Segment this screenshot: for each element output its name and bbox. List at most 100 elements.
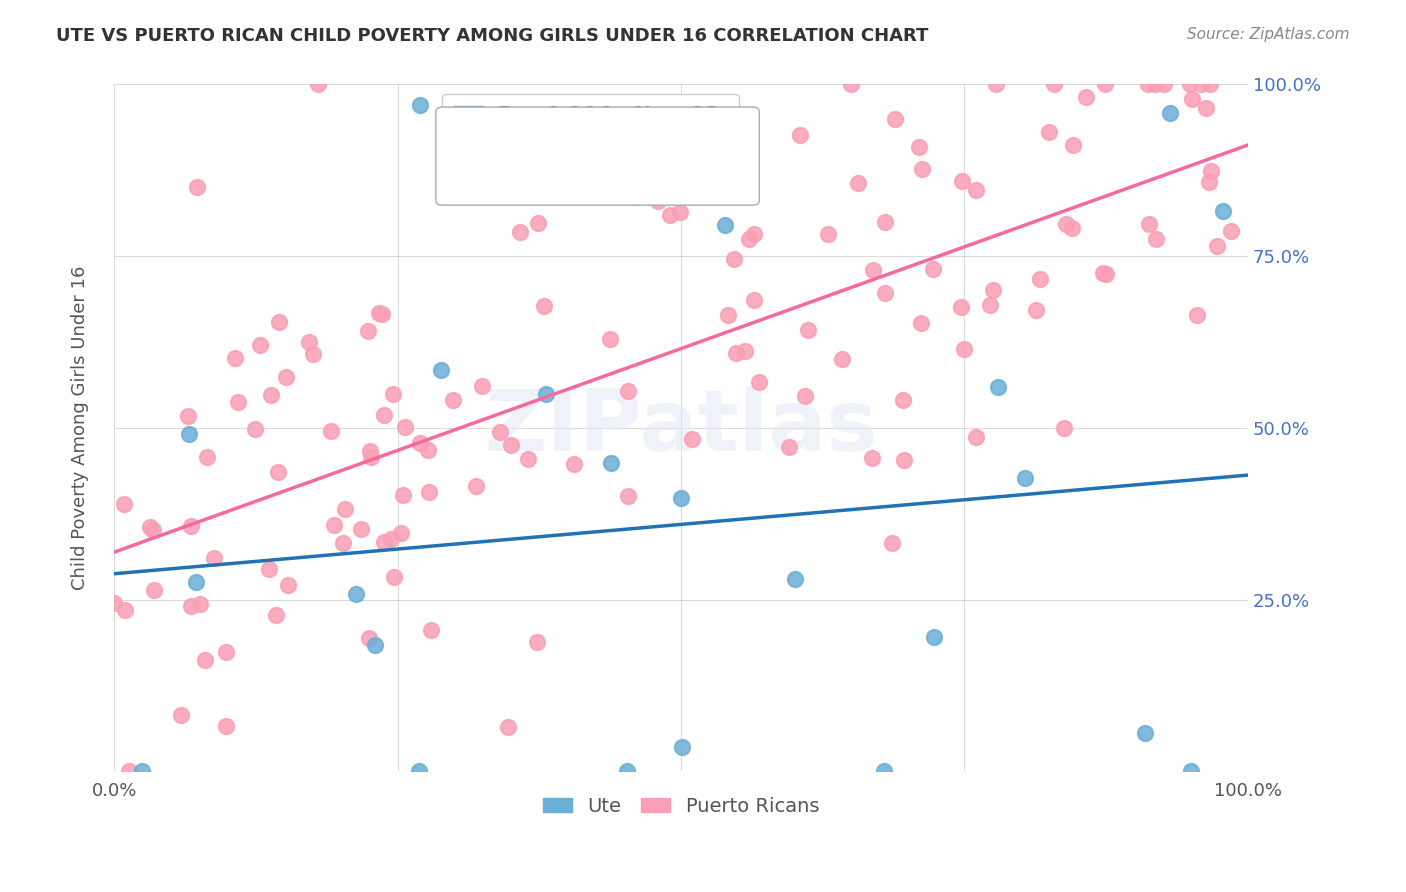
Text: ZIPatlas: ZIPatlas xyxy=(484,386,877,469)
Point xyxy=(924,630,946,644)
Point xyxy=(215,719,238,733)
Point xyxy=(1144,232,1167,246)
Point xyxy=(298,335,321,350)
Point xyxy=(839,78,862,92)
Point xyxy=(143,582,166,597)
Y-axis label: Child Poverty Among Girls Under 16: Child Poverty Among Girls Under 16 xyxy=(72,266,89,591)
Point xyxy=(681,432,703,446)
Point xyxy=(266,608,288,623)
Point xyxy=(734,343,756,358)
Point xyxy=(118,764,141,779)
Point xyxy=(277,577,299,591)
Point xyxy=(1189,78,1212,92)
Point xyxy=(533,299,555,313)
Point xyxy=(534,387,557,401)
Point xyxy=(371,307,394,321)
Point xyxy=(1062,138,1084,153)
Point xyxy=(1029,272,1052,286)
Point xyxy=(418,484,440,499)
Point xyxy=(884,112,907,126)
Point xyxy=(1092,266,1115,280)
Point xyxy=(965,182,987,196)
Point xyxy=(131,764,153,779)
Point xyxy=(471,378,494,392)
Point xyxy=(215,645,238,659)
Point xyxy=(778,440,800,454)
Point xyxy=(408,764,430,779)
Point xyxy=(496,720,519,734)
Point xyxy=(983,283,1005,297)
Point xyxy=(408,435,430,450)
Point xyxy=(1187,308,1209,322)
Point xyxy=(382,570,405,584)
Point xyxy=(177,426,200,441)
Point xyxy=(723,252,745,266)
Point xyxy=(1180,764,1202,779)
Point xyxy=(1198,175,1220,189)
Point xyxy=(1205,239,1227,253)
Point xyxy=(891,392,914,407)
Point xyxy=(987,380,1010,394)
Point xyxy=(103,596,125,610)
Point xyxy=(789,128,811,143)
Point xyxy=(389,525,412,540)
Point xyxy=(350,522,373,536)
Point xyxy=(307,78,329,92)
Point xyxy=(1199,164,1222,178)
Point xyxy=(1137,78,1160,92)
Point xyxy=(562,457,585,471)
Point xyxy=(260,388,283,402)
Point xyxy=(880,536,903,550)
Point xyxy=(1212,204,1234,219)
Point xyxy=(188,597,211,611)
Point xyxy=(748,375,770,389)
Point xyxy=(224,351,246,366)
Point xyxy=(441,392,464,407)
Point xyxy=(333,501,356,516)
Point xyxy=(489,425,512,439)
Text: UTE VS PUERTO RICAN CHILD POVERTY AMONG GIRLS UNDER 16 CORRELATION CHART: UTE VS PUERTO RICAN CHILD POVERTY AMONG … xyxy=(56,27,928,45)
Point xyxy=(418,443,440,458)
Point xyxy=(257,562,280,576)
Point xyxy=(669,491,692,505)
Point xyxy=(499,438,522,452)
Point xyxy=(243,422,266,436)
Point xyxy=(797,323,820,337)
Point xyxy=(623,190,645,204)
Point xyxy=(267,315,290,329)
Point xyxy=(184,574,207,589)
Point xyxy=(319,424,342,438)
Point xyxy=(394,420,416,434)
Point xyxy=(984,78,1007,92)
Point xyxy=(357,324,380,338)
Point xyxy=(380,533,402,547)
Point xyxy=(1074,90,1097,104)
Point xyxy=(848,176,870,190)
Point xyxy=(875,285,897,300)
Point xyxy=(949,300,972,314)
Point xyxy=(368,306,391,320)
Point xyxy=(344,587,367,601)
Point xyxy=(893,453,915,467)
Point xyxy=(1135,726,1157,740)
Point xyxy=(742,227,765,242)
Point xyxy=(409,98,432,112)
Point xyxy=(195,450,218,464)
Point xyxy=(391,488,413,502)
Point xyxy=(950,174,973,188)
Point xyxy=(373,535,395,549)
Point xyxy=(617,384,640,399)
Point xyxy=(114,602,136,616)
Point xyxy=(738,232,761,246)
Point xyxy=(979,298,1001,312)
Point xyxy=(793,389,815,403)
Point xyxy=(908,140,931,154)
Point xyxy=(142,524,165,538)
Point xyxy=(527,216,550,230)
Point xyxy=(873,215,896,229)
Point xyxy=(1153,78,1175,92)
Point xyxy=(526,635,548,649)
Point xyxy=(1054,217,1077,231)
Point xyxy=(1159,106,1181,120)
Point xyxy=(669,205,692,219)
